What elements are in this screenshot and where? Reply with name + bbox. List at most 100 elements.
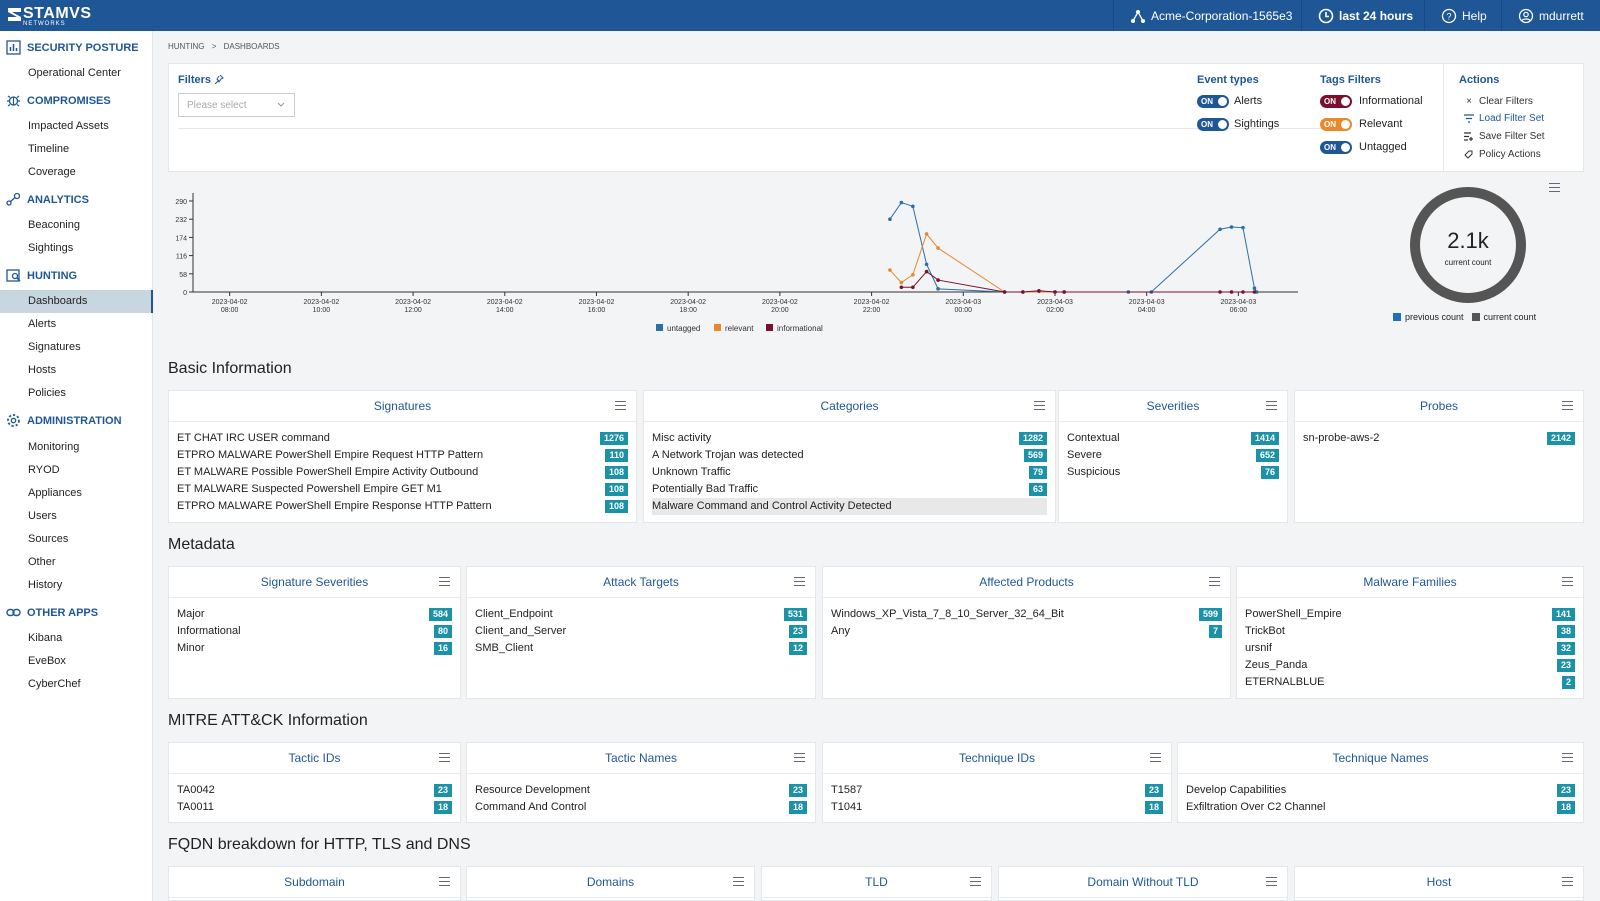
table-row[interactable]: Client_and_Server 23 bbox=[475, 623, 807, 640]
table-row[interactable]: Client_Endpoint 531 bbox=[475, 606, 807, 623]
table-row[interactable]: T1587 23 bbox=[831, 782, 1163, 799]
informational-toggle[interactable]: ON bbox=[1320, 95, 1352, 108]
table-row[interactable]: ETPRO MALWARE PowerShell Empire Response… bbox=[177, 498, 628, 515]
hamburger-menu-icon[interactable] bbox=[1266, 877, 1277, 886]
pin-icon[interactable] bbox=[214, 74, 224, 85]
nav-section-analytics[interactable]: ANALYTICS bbox=[6, 192, 89, 207]
table-row[interactable]: ET MALWARE Suspected Powershell Empire G… bbox=[177, 481, 628, 498]
table-row[interactable]: Suspicious 76 bbox=[1067, 464, 1279, 481]
filter-select[interactable]: Please select bbox=[178, 93, 295, 117]
nav-section-compromises[interactable]: COMPROMISES bbox=[6, 93, 111, 108]
sidebar-item-hosts[interactable]: Hosts bbox=[28, 364, 57, 376]
sidebar-item-operational-center[interactable]: Operational Center bbox=[28, 67, 121, 79]
table-row[interactable]: A Network Trojan was detected 569 bbox=[652, 447, 1047, 464]
clear-filters-button[interactable]: × Clear Filters bbox=[1464, 96, 1533, 107]
sidebar-item-sightings[interactable]: Sightings bbox=[28, 242, 74, 254]
sidebar-item-evebox[interactable]: EveBox bbox=[28, 655, 66, 667]
sidebar-item-beaconing[interactable]: Beaconing bbox=[28, 219, 80, 231]
table-row[interactable]: Zeus_Panda 23 bbox=[1245, 657, 1575, 674]
save-filter-set-button[interactable]: Save Filter Set bbox=[1464, 131, 1545, 142]
policy-actions-button[interactable]: Policy Actions bbox=[1464, 149, 1541, 160]
table-row[interactable]: Informational 80 bbox=[177, 623, 452, 640]
sightings-toggle[interactable]: ON bbox=[1197, 118, 1229, 131]
load-filter-set-button[interactable]: Load Filter Set bbox=[1464, 113, 1544, 124]
sidebar-item-ryod[interactable]: RYOD bbox=[28, 464, 60, 476]
table-row[interactable]: SMB_Client 12 bbox=[475, 640, 807, 657]
breadcrumb-hunting[interactable]: HUNTING bbox=[168, 42, 205, 51]
sidebar-item-kibana[interactable]: Kibana bbox=[28, 632, 63, 644]
nav-section-other-apps[interactable]: OTHER APPS bbox=[6, 605, 98, 620]
hamburger-menu-icon[interactable] bbox=[1562, 577, 1573, 586]
hamburger-menu-icon[interactable] bbox=[1034, 401, 1045, 410]
count-badge: 23 bbox=[1144, 784, 1163, 797]
hamburger-menu-icon[interactable] bbox=[1562, 401, 1573, 410]
hamburger-menu-icon[interactable] bbox=[615, 401, 626, 410]
sidebar-item-sources[interactable]: Sources bbox=[28, 533, 69, 545]
table-row[interactable]: Malware Command and Control Activity Det… bbox=[652, 498, 1047, 515]
table-row[interactable]: ursnif 32 bbox=[1245, 640, 1575, 657]
hamburger-menu-icon[interactable] bbox=[733, 877, 744, 886]
sidebar-item-appliances[interactable]: Appliances bbox=[28, 487, 82, 499]
table-row[interactable]: Resource Development 23 bbox=[475, 782, 807, 799]
hamburger-menu-icon[interactable] bbox=[439, 753, 450, 762]
sidebar-item-impacted-assets[interactable]: Impacted Assets bbox=[28, 120, 109, 132]
alerts-toggle[interactable]: ON bbox=[1197, 95, 1229, 108]
table-row[interactable]: ETERNALBLUE 2 bbox=[1245, 674, 1575, 691]
sidebar-item-alerts[interactable]: Alerts bbox=[28, 318, 57, 330]
hamburger-menu-icon[interactable] bbox=[970, 877, 981, 886]
table-row[interactable]: Exfiltration Over C2 Channel 18 bbox=[1186, 799, 1575, 816]
table-row[interactable]: Potentially Bad Traffic 63 bbox=[652, 481, 1047, 498]
chart-menu-icon[interactable] bbox=[1547, 183, 1560, 194]
help-button[interactable]: ? Help bbox=[1424, 0, 1501, 31]
sidebar-item-signatures[interactable]: Signatures bbox=[28, 341, 81, 353]
table-row[interactable]: ET CHAT IRC USER command 1276 bbox=[177, 430, 628, 447]
table-row[interactable]: Contextual 1414 bbox=[1067, 430, 1279, 447]
table-row[interactable]: Any 7 bbox=[831, 623, 1222, 640]
table-row[interactable]: TA0042 23 bbox=[177, 782, 452, 799]
sidebar-item-monitoring[interactable]: Monitoring bbox=[28, 441, 80, 453]
data-point-informational bbox=[1021, 290, 1025, 294]
table-row[interactable]: Windows_XP_Vista_7_8_10_Server_32_64_Bit… bbox=[831, 606, 1222, 623]
table-row[interactable]: Severe 652 bbox=[1067, 447, 1279, 464]
table-row[interactable]: Develop Capabilities 23 bbox=[1186, 782, 1575, 799]
table-row[interactable]: Minor 16 bbox=[177, 640, 452, 657]
sidebar-item-coverage[interactable]: Coverage bbox=[28, 166, 76, 178]
hamburger-menu-icon[interactable] bbox=[794, 753, 805, 762]
sidebar-item-dashboards[interactable]: Dashboards bbox=[0, 290, 153, 313]
hamburger-menu-icon[interactable] bbox=[1209, 577, 1220, 586]
table-row[interactable]: ET MALWARE Possible PowerShell Empire Ac… bbox=[177, 464, 628, 481]
tenant-selector[interactable]: Acme-Corporation-1565e3 bbox=[1113, 0, 1301, 31]
table-row[interactable]: Misc activity 1282 bbox=[652, 430, 1047, 447]
hamburger-menu-icon[interactable] bbox=[1150, 753, 1161, 762]
table-row[interactable]: Major 584 bbox=[177, 606, 452, 623]
sidebar-item-cyberchef[interactable]: CyberChef bbox=[28, 678, 81, 690]
sidebar-item-other[interactable]: Other bbox=[28, 556, 56, 568]
nav-section-hunting[interactable]: HUNTING bbox=[6, 268, 77, 283]
sidebar-item-policies[interactable]: Policies bbox=[28, 387, 66, 399]
table-row[interactable]: T1041 18 bbox=[831, 799, 1163, 816]
logo[interactable]: STAMVS NETWORKS bbox=[8, 4, 92, 28]
table-row[interactable]: Unknown Traffic 79 bbox=[652, 464, 1047, 481]
nav-section-security-posture[interactable]: SECURITY POSTURE bbox=[6, 40, 139, 55]
hamburger-menu-icon[interactable] bbox=[1562, 753, 1573, 762]
table-row[interactable]: sn-probe-aws-2 2142 bbox=[1303, 430, 1575, 447]
table-row[interactable]: TrickBot 38 bbox=[1245, 623, 1575, 640]
table-row[interactable]: Command And Control 18 bbox=[475, 799, 807, 816]
hamburger-menu-icon[interactable] bbox=[1562, 877, 1573, 886]
nav-section-administration[interactable]: ADMINISTRATION bbox=[6, 413, 122, 428]
sidebar-item-history[interactable]: History bbox=[28, 579, 63, 591]
table-row[interactable]: ETPRO MALWARE PowerShell Empire Request … bbox=[177, 447, 628, 464]
data-point-untagged bbox=[1241, 225, 1245, 230]
untagged-toggle[interactable]: ON bbox=[1320, 141, 1352, 154]
table-row[interactable]: TA0011 18 bbox=[177, 799, 452, 816]
table-row[interactable]: PowerShell_Empire 141 bbox=[1245, 606, 1575, 623]
hamburger-menu-icon[interactable] bbox=[439, 577, 450, 586]
period-selector[interactable]: last 24 hours bbox=[1301, 0, 1424, 31]
hamburger-menu-icon[interactable] bbox=[1266, 401, 1277, 410]
sidebar-item-users[interactable]: Users bbox=[28, 510, 57, 522]
hamburger-menu-icon[interactable] bbox=[439, 877, 450, 886]
relevant-toggle[interactable]: ON bbox=[1320, 118, 1352, 131]
sidebar-item-timeline[interactable]: Timeline bbox=[28, 143, 70, 155]
user-menu[interactable]: mdurrett bbox=[1501, 0, 1600, 31]
hamburger-menu-icon[interactable] bbox=[794, 577, 805, 586]
